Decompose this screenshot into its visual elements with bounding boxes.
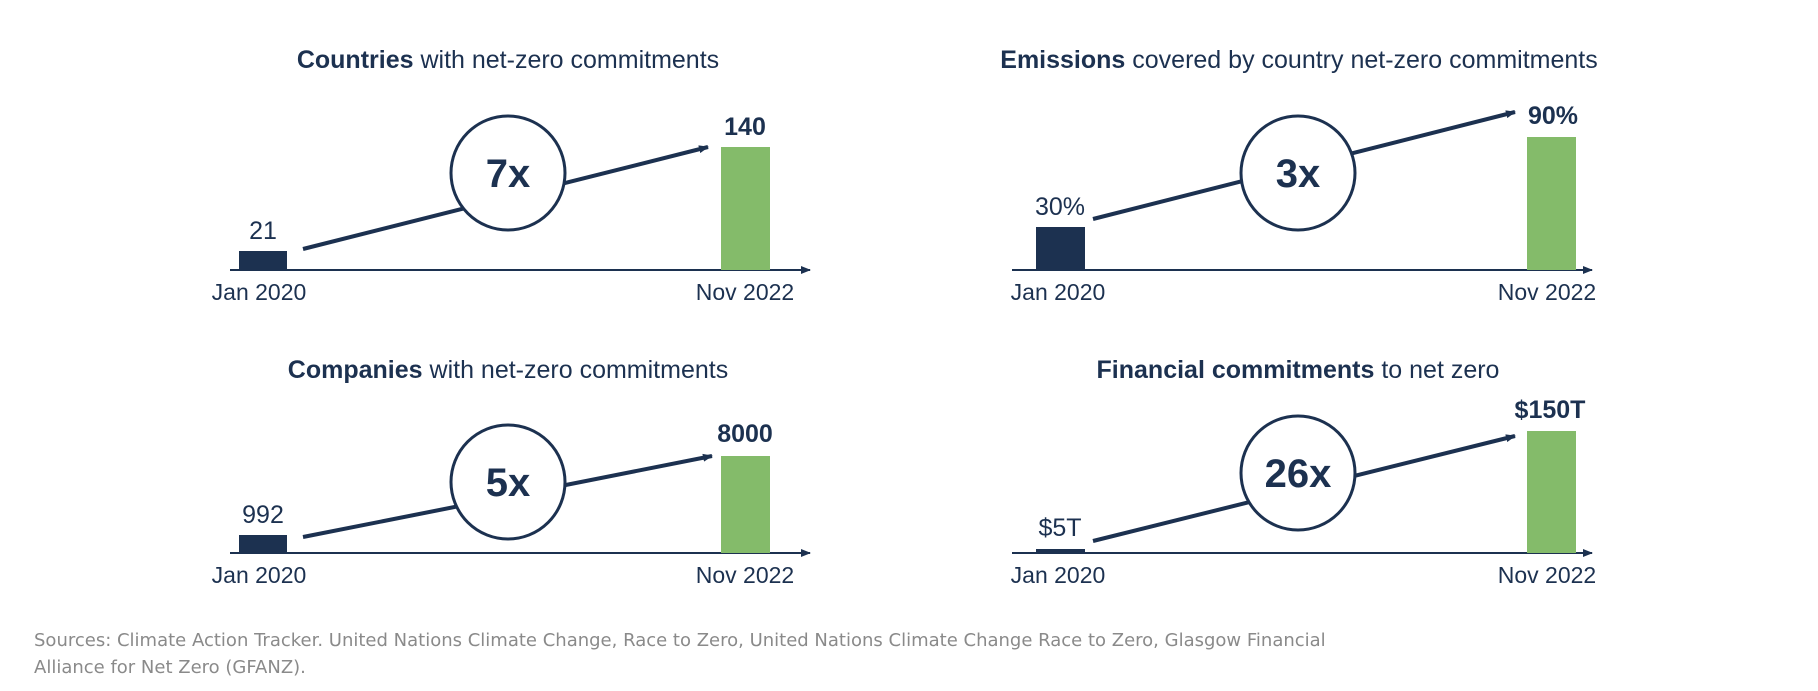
x-tick-label-end: Nov 2022 <box>1498 562 1596 588</box>
multiplier-label: 26x <box>1265 452 1332 496</box>
chart-title-bold: Emissions <box>1000 46 1125 74</box>
chart-title-rest: with net-zero commitments <box>414 46 720 74</box>
multiplier-label: 7x <box>486 152 531 196</box>
bar-end <box>721 147 770 270</box>
panel-companies: Companies with net-zero commitments 992 … <box>212 356 811 588</box>
multiplier-circle <box>1239 414 1357 532</box>
bar-start <box>1036 227 1085 270</box>
value-label-start: 21 <box>249 217 277 245</box>
chart-title-bold: Countries <box>297 46 414 74</box>
chart-title: Emissions covered by country net-zero co… <box>1000 46 1597 74</box>
multiplier-label: 5x <box>486 461 531 505</box>
x-tick-label-start: Jan 2020 <box>212 562 307 588</box>
value-label-end: $150T <box>1515 396 1586 424</box>
x-tick-label-start: Jan 2020 <box>1011 562 1106 588</box>
x-tick-label-end: Nov 2022 <box>696 279 794 305</box>
panel-financial: Financial commitments to net zero $5T $1… <box>1011 356 1597 588</box>
bar-end <box>1527 137 1576 270</box>
chart-title: Countries with net-zero commitments <box>297 46 719 74</box>
multiplier-circle <box>1239 114 1357 232</box>
value-label-end: 140 <box>724 113 766 141</box>
value-label-start: $5T <box>1038 514 1081 542</box>
value-label-end: 90% <box>1528 102 1578 130</box>
x-tick-label-end: Nov 2022 <box>1498 279 1596 305</box>
sources-footnote: Sources: Climate Action Tracker. United … <box>34 630 1326 678</box>
chart-title: Companies with net-zero commitments <box>288 356 728 384</box>
multiplier-circle <box>449 423 567 541</box>
multiplier-label: 3x <box>1276 152 1321 196</box>
x-tick-label-end: Nov 2022 <box>696 562 794 588</box>
chart-title-bold: Companies <box>288 356 423 384</box>
multiplier-circle <box>449 114 567 232</box>
chart-title-rest: to net zero <box>1374 356 1499 384</box>
value-label-start: 992 <box>242 501 284 529</box>
panel-countries: Countries with net-zero commitments 21 1… <box>212 46 811 305</box>
chart-title-rest: covered by country net-zero commitments <box>1125 46 1597 74</box>
bar-start <box>239 535 287 553</box>
bar-start <box>1036 549 1085 553</box>
x-tick-label-start: Jan 2020 <box>212 279 307 305</box>
bar-end <box>1527 431 1576 553</box>
value-label-end: 8000 <box>717 420 773 448</box>
chart-title-rest: with net-zero commitments <box>423 356 729 384</box>
chart-title-bold: Financial commitments <box>1097 356 1375 384</box>
panel-emissions: Emissions covered by country net-zero co… <box>1000 46 1597 305</box>
chart-title: Financial commitments to net zero <box>1097 356 1500 384</box>
bar-start <box>239 251 287 270</box>
x-tick-label-start: Jan 2020 <box>1011 279 1106 305</box>
value-label-start: 30% <box>1035 193 1085 221</box>
bar-end <box>721 456 770 553</box>
